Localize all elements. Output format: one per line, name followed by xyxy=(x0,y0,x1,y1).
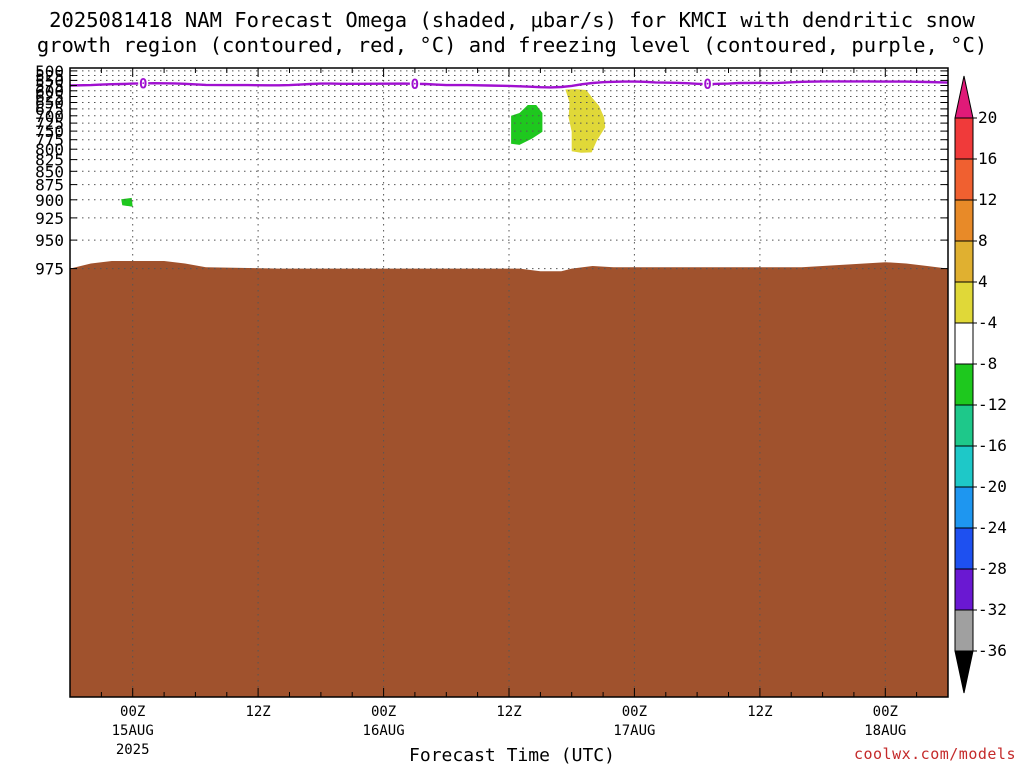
colorbar-label: -20 xyxy=(978,477,1007,496)
colorbar-box-9 xyxy=(954,445,974,488)
x-tick-label: 00Z xyxy=(873,704,898,720)
y-tick-label: 750 xyxy=(35,122,64,141)
colorbar-label: 20 xyxy=(978,108,997,127)
x-tick-label: 00Z xyxy=(120,704,145,720)
y-tick-label: 575 xyxy=(35,77,64,96)
colorbar: 20 16 12 8 4 -4 -8 -12 -16 -20 -24 -28 -32 -36 xyxy=(954,75,1007,694)
y-tick-label: 675 xyxy=(35,100,64,119)
chart-title: 2025081418 NAM Forecast Omega (shaded, μ… xyxy=(0,8,1024,58)
y-tick-label: 775 xyxy=(35,131,64,150)
x-tick-date-label: 15AUG xyxy=(112,723,154,739)
omega-shading xyxy=(70,89,948,697)
y-tick-label: 700 xyxy=(35,107,64,126)
y-tick-label: 625 xyxy=(35,88,64,107)
x-tick-label: 12Z xyxy=(747,704,772,720)
colorbar-box-10 xyxy=(954,486,974,529)
colorbar-label: 12 xyxy=(978,190,997,209)
y-tick-label: 500 xyxy=(35,62,64,81)
colorbar-box-last xyxy=(954,609,974,652)
y-tick-label: 850 xyxy=(35,162,64,181)
colorbar-label: 16 xyxy=(978,149,997,168)
colorbar-box-12 xyxy=(954,568,974,611)
omega-region-3 xyxy=(565,89,606,153)
colorbar-label: -24 xyxy=(978,518,1007,537)
omega-region-2 xyxy=(511,105,543,145)
terrain-fill xyxy=(70,261,948,697)
freezing-level-line xyxy=(69,80,949,89)
x-axis-title: Forecast Time (UTC) xyxy=(409,745,615,766)
freezing-level-label-bg-1 xyxy=(138,75,149,92)
colorbar-label: -36 xyxy=(978,641,1007,660)
colorbar-label: -28 xyxy=(978,559,1007,578)
x-tick-label: 00Z xyxy=(622,704,647,720)
colorbar-label: 4 xyxy=(978,272,988,291)
x-tick-label: 12Z xyxy=(496,704,521,720)
y-tick-label: 600 xyxy=(35,82,64,101)
y-tick-label: 825 xyxy=(35,151,64,170)
y-tick-label: 725 xyxy=(35,114,64,133)
y-tick-label: 925 xyxy=(35,209,64,228)
colorbar-label: -8 xyxy=(978,354,997,373)
chart-title-line1: 2025081418 NAM Forecast Omega (shaded, μ… xyxy=(49,8,975,32)
colorbar-under-triangle xyxy=(954,650,974,694)
y-tick-label: 975 xyxy=(35,260,64,279)
colorbar-label: -16 xyxy=(978,436,1007,455)
y-tick-label: 550 xyxy=(35,71,64,90)
y-tick-label: 950 xyxy=(35,231,64,250)
x-tick-date-label: 16AUG xyxy=(363,723,405,739)
omega-region-1 xyxy=(121,197,133,207)
colorbar-box-7 xyxy=(954,363,974,406)
freezing-level-label-1: 0 xyxy=(139,76,147,92)
y-tick-label: 875 xyxy=(35,176,64,195)
chart-title-line2: growth region (contoured, red, °C) and f… xyxy=(36,33,988,57)
y-tick-labels: 5005255505756006256506757007257507758008… xyxy=(35,62,64,279)
x-tick-date-label: 18AUG xyxy=(864,723,906,739)
freezing-level-label-2: 0 xyxy=(411,77,419,93)
y-tick-label: 525 xyxy=(35,67,64,86)
freezing-level-label-bg-3 xyxy=(702,76,713,93)
colorbar-label: -12 xyxy=(978,395,1007,414)
colorbar-box-1 xyxy=(954,117,974,160)
y-tick-label: 800 xyxy=(35,140,64,159)
y-tick-label: 900 xyxy=(35,191,64,210)
x-tick-label: 00Z xyxy=(371,704,396,720)
colorbar-box-2 xyxy=(954,158,974,201)
colorbar-label: 8 xyxy=(978,231,988,250)
colorbar-box-8 xyxy=(954,404,974,447)
colorbar-over-triangle xyxy=(954,75,974,119)
contour-lines: 0 0 0 xyxy=(69,75,949,93)
colorbar-label: -32 xyxy=(978,600,1007,619)
x-tick-year-label: 2025 xyxy=(116,742,150,758)
colorbar-box-11 xyxy=(954,527,974,570)
x-tick-date-label: 17AUG xyxy=(613,723,655,739)
y-tick-label: 650 xyxy=(35,94,64,113)
colorbar-box-6 xyxy=(954,322,974,365)
colorbar-box-4 xyxy=(954,240,974,283)
x-tick-labels: 00Z 15AUG 2025 12Z 00Z 16AUG 12Z 00Z 17AUG 12Z 00Z… xyxy=(112,704,907,758)
colorbar-label: -4 xyxy=(978,313,997,332)
colorbar-box-5 xyxy=(954,281,974,324)
site-credit: coolwx.com/models xyxy=(853,745,1016,763)
x-tick-label: 12Z xyxy=(245,704,270,720)
freezing-level-label-bg-2 xyxy=(409,75,420,92)
freezing-level-label-3: 0 xyxy=(703,77,711,93)
plot-frame xyxy=(69,67,949,698)
colorbar-box-3 xyxy=(954,199,974,242)
